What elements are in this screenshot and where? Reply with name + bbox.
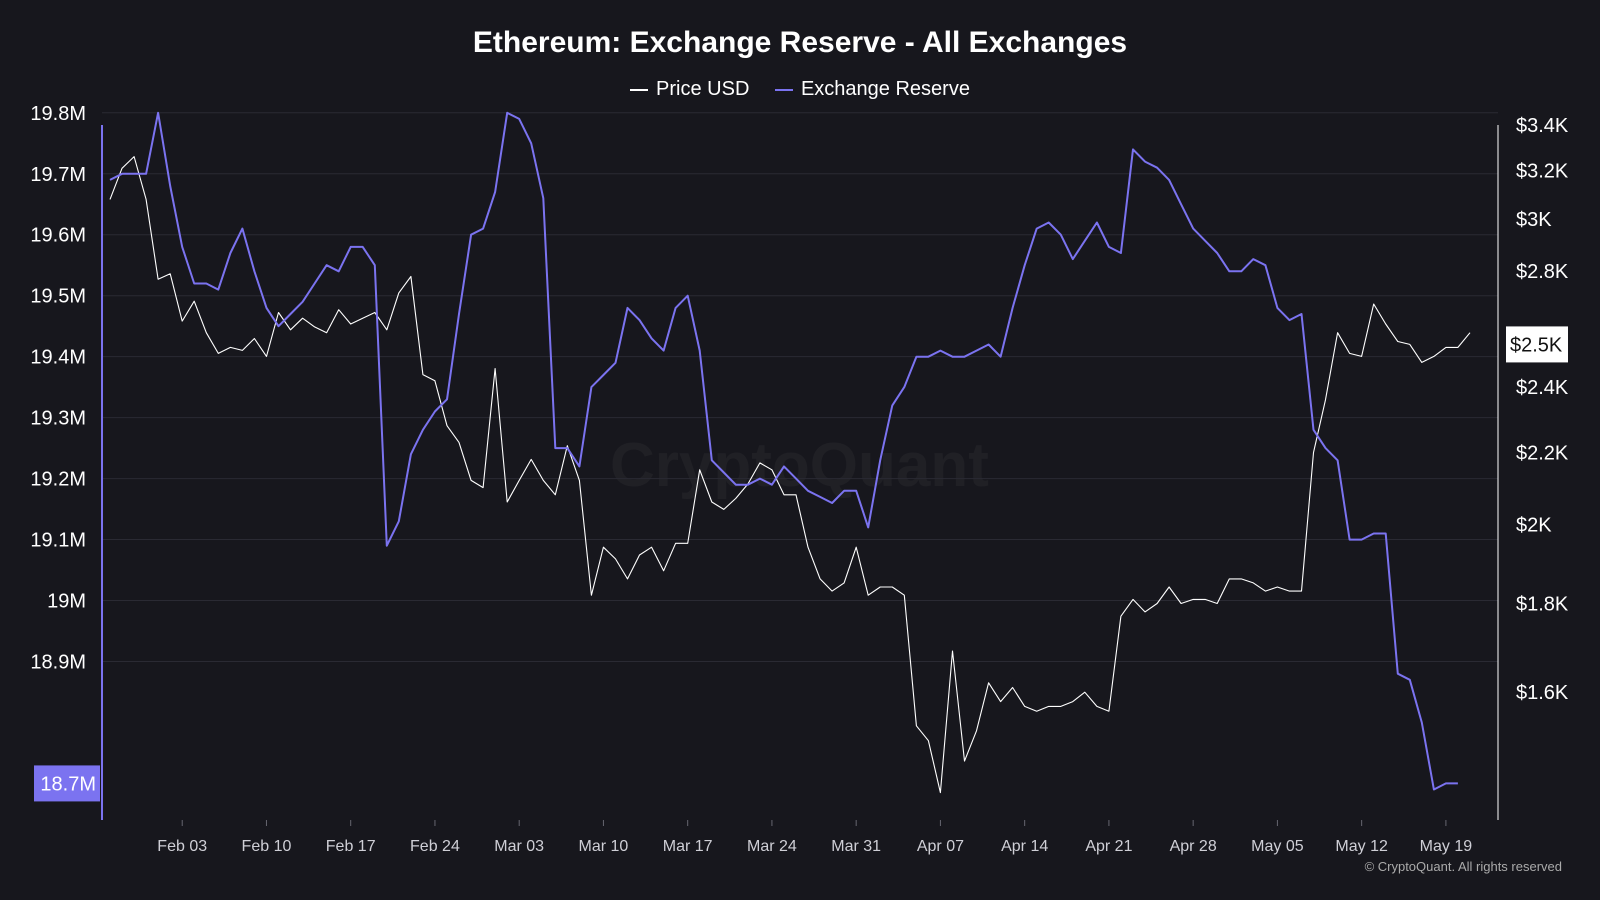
y-right-tick-label: $1.8K — [1516, 594, 1569, 616]
x-tick-label: Apr 07 — [917, 838, 964, 855]
y-right-tick-label: $2.4K — [1516, 377, 1569, 399]
current-price-label: $2.5K — [1510, 334, 1563, 356]
x-tick-label: Feb 17 — [326, 838, 376, 855]
legend-swatch-price — [630, 88, 649, 91]
y-left-tick-label: 19M — [47, 591, 86, 613]
legend-item-price[interactable]: Price USD — [630, 78, 749, 101]
y-right-tick-label: $3K — [1516, 209, 1552, 231]
x-tick-label: Mar 10 — [579, 838, 629, 855]
y-left-tick-label: 19.4M — [30, 347, 86, 369]
x-tick-label: Apr 21 — [1085, 838, 1132, 855]
legend: Price USD Exchange Reserve — [0, 78, 1600, 101]
x-tick-label: Feb 03 — [157, 838, 207, 855]
copyright: © CryptoQuant. All rights reserved — [1364, 859, 1562, 874]
x-tick-label: Mar 24 — [747, 838, 797, 855]
x-tick-label: May 19 — [1420, 838, 1473, 855]
current-reserve-label: 18.7M — [40, 773, 96, 795]
y-right-tick-label: $2.8K — [1516, 261, 1569, 283]
y-left-tick-label: 19.7M — [30, 164, 86, 186]
legend-item-reserve[interactable]: Exchange Reserve — [774, 78, 970, 101]
x-tick-label: Mar 17 — [663, 838, 713, 855]
y-left-tick-label: 19.2M — [30, 469, 86, 491]
x-tick-label: Feb 10 — [242, 838, 292, 855]
x-tick-label: Apr 28 — [1170, 838, 1217, 855]
y-left-tick-label: 19.1M — [30, 530, 86, 552]
chart-title: Ethereum: Exchange Reserve - All Exchang… — [472, 26, 1128, 59]
x-tick-label: Apr 14 — [1001, 838, 1048, 855]
y-right-tick-label: $3.2K — [1516, 161, 1569, 183]
x-tick-label: Mar 03 — [494, 838, 544, 855]
x-tick-label: Mar 31 — [831, 838, 881, 855]
y-right-tick-label: $1.6K — [1516, 682, 1569, 704]
y-left-tick-label: 19.3M — [30, 408, 86, 430]
series-line-reserve — [109, 111, 1458, 791]
x-tick-label: May 12 — [1335, 838, 1388, 855]
current-price-badge — [1506, 326, 1568, 363]
legend-swatch-reserve — [774, 88, 793, 91]
y-left-tick-label: 19.5M — [30, 286, 86, 308]
legend-label-reserve: Exchange Reserve — [800, 78, 970, 100]
y-left-tick-label: 19.8M — [30, 103, 86, 125]
legend-label-price: Price USD — [656, 78, 750, 100]
x-tick-label: Feb 24 — [410, 838, 460, 855]
current-reserve-badge — [34, 765, 100, 802]
y-right-tick-label: $2.2K — [1516, 443, 1569, 465]
x-tick-label: May 05 — [1251, 838, 1304, 855]
y-left-tick-label: 19.6M — [30, 225, 86, 247]
y-right-tick-label: $2K — [1516, 514, 1552, 536]
series-line-price — [109, 156, 1471, 794]
y-left-tick-label: 18.9M — [30, 651, 86, 673]
y-right-tick-label: $3.4K — [1516, 115, 1569, 137]
